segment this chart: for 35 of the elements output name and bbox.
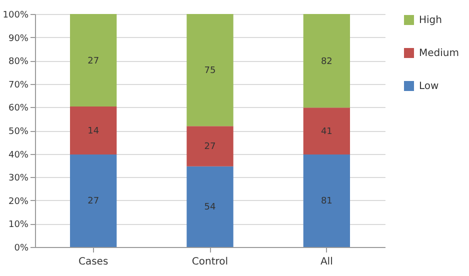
annotation: 27: [88, 196, 100, 207]
x-tick-label: Control: [192, 256, 228, 268]
y-tick-label: 30%: [8, 174, 29, 184]
y-tick-label: 60%: [8, 104, 29, 114]
bar: [303, 154, 350, 247]
bar: [186, 166, 234, 247]
annotation: 54: [204, 202, 216, 213]
bar: [70, 14, 117, 106]
bar: [186, 126, 234, 166]
legend-label: Low: [419, 81, 439, 92]
bar: [303, 108, 350, 154]
annotation: 81: [320, 196, 332, 207]
x-tick-label: All: [320, 256, 333, 268]
y-tick-label: 80%: [8, 57, 29, 68]
y-tick-label: 50%: [8, 127, 29, 137]
bar: [70, 106, 117, 154]
annotation: 82: [320, 56, 332, 67]
y-tick-label: 100%: [2, 10, 29, 20]
annotation: 27: [204, 142, 216, 152]
legend-label: High: [419, 15, 442, 26]
bar: [303, 14, 350, 108]
annotation: 14: [88, 126, 100, 136]
annotation: 75: [204, 66, 216, 76]
y-tick-label: 0%: [14, 244, 29, 254]
annotation: 41: [320, 127, 332, 138]
y-tick-label: 90%: [8, 34, 29, 44]
annotation: 27: [88, 56, 100, 66]
y-tick-label: 40%: [8, 150, 29, 160]
legend-label: Medium: [419, 48, 459, 59]
y-tick-label: 70%: [8, 80, 29, 90]
y-tick-label: 10%: [8, 220, 29, 230]
x-tick-label: Cases: [78, 256, 108, 268]
bar: [186, 14, 234, 126]
bar: [70, 154, 117, 247]
y-tick-label: 20%: [8, 196, 29, 207]
